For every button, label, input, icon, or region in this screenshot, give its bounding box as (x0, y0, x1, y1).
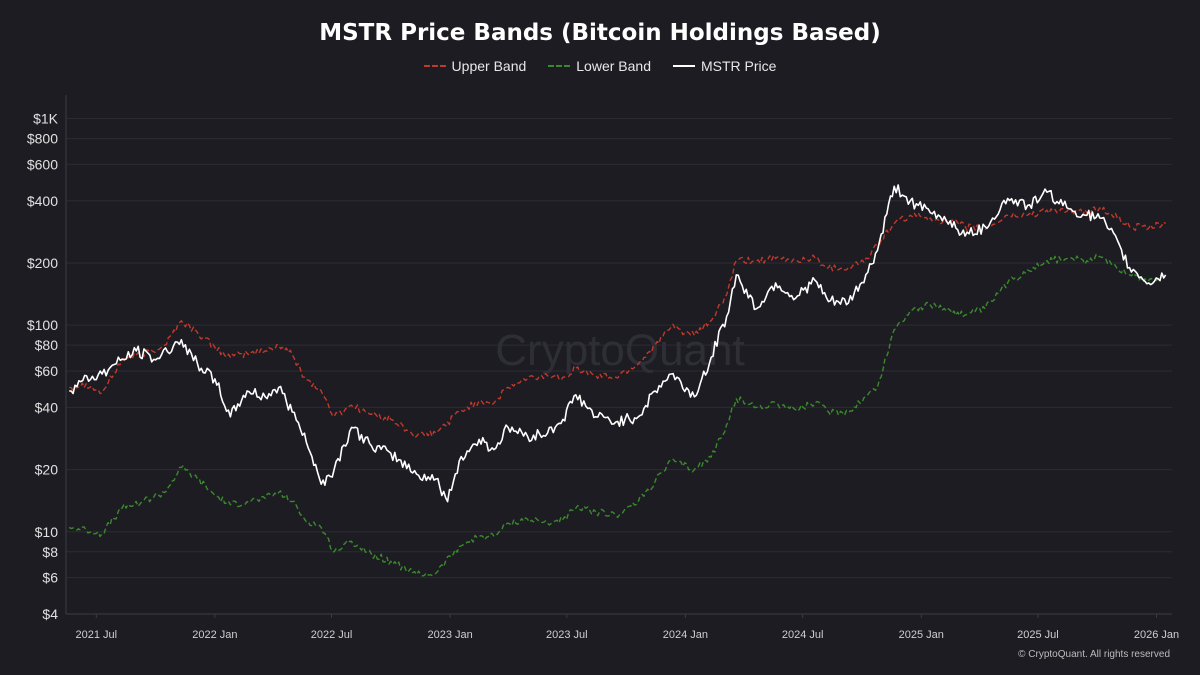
legend-swatch-upper-band (423, 65, 446, 67)
watermark: CryptoQuant (495, 326, 744, 375)
series-layer (68, 184, 1167, 577)
copyright-text: © CryptoQuant. All rights reserved (1018, 649, 1170, 660)
x-tick-label: 2024 Jan (663, 629, 708, 641)
y-tick-label: $600 (27, 156, 58, 172)
upper-band-line (69, 206, 1167, 439)
x-tick-label: 2024 Jul (782, 629, 824, 641)
y-tick-label: $800 (27, 131, 58, 147)
mstr-price-line (69, 184, 1167, 503)
y-tick-label: $80 (35, 337, 59, 353)
x-tick-label: 2021 Jul (75, 629, 117, 641)
x-tick-label: 2022 Jul (311, 629, 353, 641)
legend-label-upper-band: Upper Band (451, 58, 527, 74)
legend-swatch-mstr-price (672, 65, 695, 67)
y-tick-label: $40 (35, 399, 59, 415)
x-tick-label: 2022 Jan (192, 629, 237, 641)
x-tick-label: 2025 Jan (899, 629, 944, 641)
chart-legend: Upper Band Lower Band MSTR Price (0, 58, 1200, 74)
x-tick-label: 2026 Jan (1134, 629, 1179, 641)
legend-swatch-lower-band (548, 65, 571, 67)
lower-band-line (68, 253, 1166, 577)
x-tick-label: 2025 Jul (1017, 629, 1059, 641)
legend-item-lower-band[interactable]: Lower Band (548, 58, 651, 74)
y-tick-label: $4 (42, 606, 58, 622)
y-tick-label: $6 (42, 570, 58, 586)
chart-title: MSTR Price Bands (Bitcoin Holdings Based… (319, 20, 881, 46)
y-tick-label: $20 (35, 462, 59, 478)
legend-label-lower-band: Lower Band (576, 58, 651, 74)
legend-item-mstr-price[interactable]: MSTR Price (672, 58, 777, 74)
y-tick-label: $400 (27, 193, 58, 209)
y-tick-label: $8 (42, 544, 58, 560)
y-tick-label: $200 (27, 255, 58, 271)
x-tick-label: 2023 Jan (428, 629, 473, 641)
x-tick-label: 2023 Jul (546, 629, 588, 641)
axis-layer: $4 $6 $8 $10 $20 $40 $60 $80 $100 $200 $400 $600 $80… (27, 95, 1179, 641)
grid-layer (66, 118, 1172, 615)
y-tick-label: $1K (33, 111, 59, 127)
legend-item-upper-band[interactable]: Upper Band (423, 58, 527, 74)
y-tick-label: $10 (35, 524, 59, 540)
y-tick-label: $100 (27, 317, 58, 333)
legend-label-mstr-price: MSTR Price (700, 58, 777, 74)
y-tick-label: $60 (35, 363, 59, 379)
